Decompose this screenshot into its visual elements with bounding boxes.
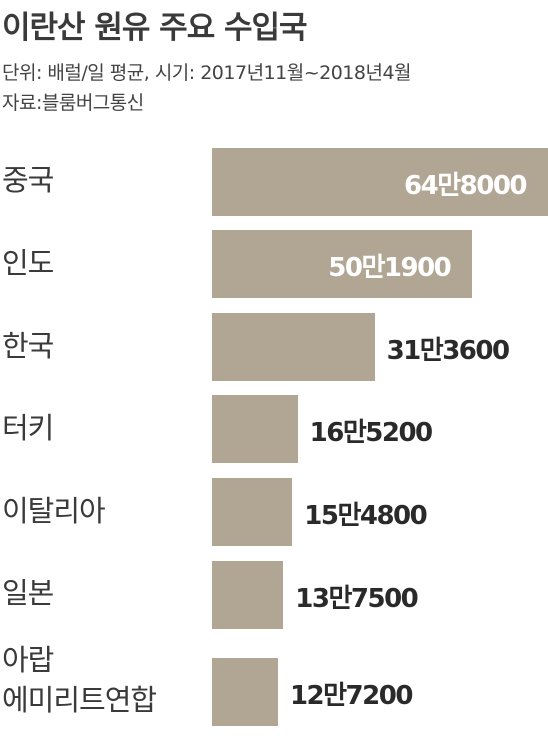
value-label: 16만5200 — [309, 418, 433, 448]
value-label: 50만1900 — [328, 253, 451, 283]
category-label: 인도 — [2, 246, 54, 280]
value-label: 31만3600 — [386, 336, 510, 366]
value-label: 64만8000 — [404, 171, 527, 201]
subtitle: 단위: 배럴/일 평균, 시기: 2017년11월~2018년4월 — [2, 62, 412, 84]
bar — [212, 148, 548, 216]
chart-title: 이란산 원유 주요 수입국 — [2, 10, 308, 46]
bar — [212, 658, 278, 726]
value-label: 15만4800 — [304, 501, 427, 531]
category-label: 터키 — [2, 411, 54, 445]
value-label: 13만7500 — [295, 584, 418, 614]
category-label: 한국 — [2, 329, 54, 363]
source: 자료:블룸버그통신 — [2, 92, 144, 114]
bar — [212, 478, 293, 546]
category-label: 중국 — [2, 163, 54, 197]
category-label: 이탈리아 — [2, 494, 106, 528]
bar — [212, 395, 298, 463]
bar — [212, 230, 473, 298]
bar — [212, 561, 284, 629]
bar — [212, 313, 375, 381]
value-label: 12만7200 — [289, 681, 413, 711]
category-label: 아랍 에미리트연합 — [2, 643, 157, 717]
category-label: 일본 — [2, 576, 54, 610]
